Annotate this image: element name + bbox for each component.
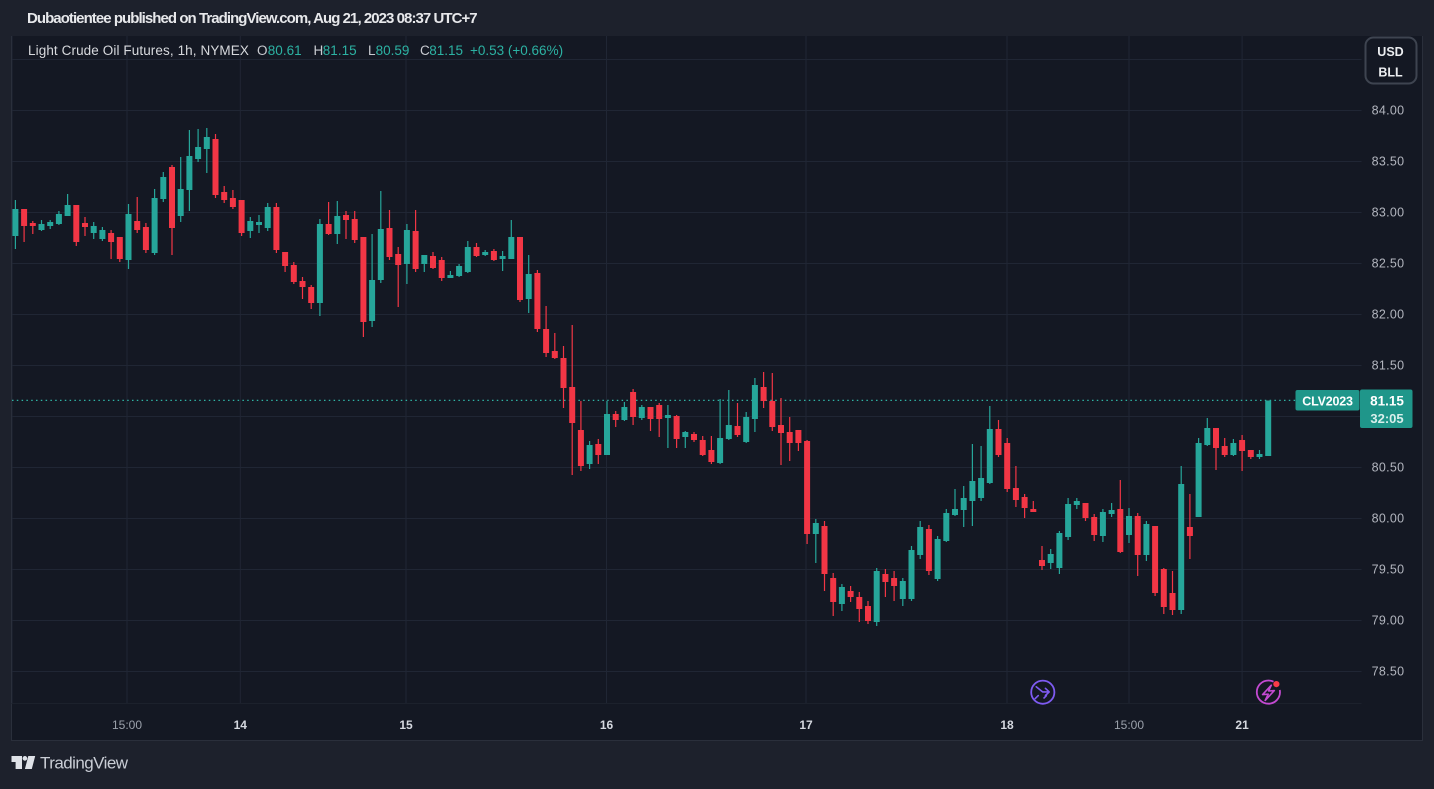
svg-text:78.50: 78.50 — [1372, 665, 1405, 679]
svg-text:Light Crude Oil Futures, 1h, N: Light Crude Oil Futures, 1h, NYMEX — [28, 43, 249, 58]
svg-text:82.00: 82.00 — [1372, 308, 1405, 322]
svg-text:+0.53 (+0.66%): +0.53 (+0.66%) — [470, 43, 563, 58]
svg-text:15:00: 15:00 — [112, 718, 142, 732]
svg-text:TradingView: TradingView — [40, 754, 129, 773]
svg-text:83.50: 83.50 — [1372, 155, 1405, 169]
svg-text:CLV2023: CLV2023 — [1302, 395, 1353, 409]
svg-text:L: L — [368, 43, 376, 58]
svg-text:80.50: 80.50 — [1372, 461, 1405, 475]
svg-text:Dubaotientee published on Trad: Dubaotientee published on TradingView.co… — [27, 10, 477, 27]
svg-text:16: 16 — [600, 718, 614, 732]
svg-text:C: C — [420, 43, 430, 58]
svg-text:81.15: 81.15 — [1370, 394, 1404, 409]
svg-text:BLL: BLL — [1378, 66, 1403, 80]
svg-text:80.59: 80.59 — [376, 43, 410, 58]
svg-text:14: 14 — [234, 718, 248, 732]
svg-text:82.50: 82.50 — [1372, 257, 1405, 271]
svg-text:18: 18 — [1000, 718, 1014, 732]
svg-text:17: 17 — [799, 718, 813, 732]
svg-text:81.50: 81.50 — [1372, 359, 1405, 373]
svg-text:79.50: 79.50 — [1372, 563, 1405, 577]
svg-text:80.61: 80.61 — [268, 43, 302, 58]
svg-text:15:00: 15:00 — [1114, 718, 1144, 732]
svg-text:15: 15 — [399, 718, 413, 732]
svg-text:81.15: 81.15 — [429, 43, 463, 58]
svg-text:H: H — [314, 43, 324, 58]
svg-text:81.15: 81.15 — [323, 43, 357, 58]
svg-text:80.00: 80.00 — [1372, 512, 1405, 526]
svg-text:O: O — [257, 43, 268, 58]
svg-text:79.00: 79.00 — [1372, 614, 1405, 628]
svg-text:84.00: 84.00 — [1372, 104, 1405, 118]
svg-text:83.00: 83.00 — [1372, 206, 1405, 220]
svg-text:USD: USD — [1377, 45, 1403, 59]
svg-text:21: 21 — [1235, 718, 1249, 732]
svg-text:32:05: 32:05 — [1370, 411, 1403, 426]
